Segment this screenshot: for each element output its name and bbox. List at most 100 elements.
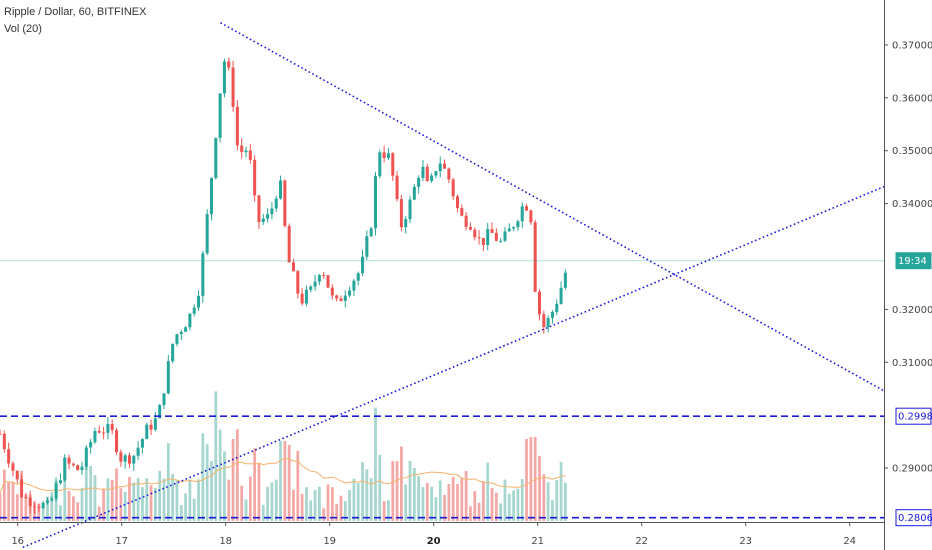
candle-body xyxy=(313,281,317,287)
candle-body xyxy=(304,289,308,304)
candles xyxy=(0,57,567,515)
candle-body xyxy=(15,470,19,480)
candle-body xyxy=(33,506,37,508)
candle-body xyxy=(76,465,80,471)
candle-body xyxy=(356,273,360,281)
volume-bar xyxy=(149,485,153,521)
volume-bar xyxy=(279,441,282,521)
candle-body xyxy=(266,214,270,219)
candle-body xyxy=(37,507,41,509)
candle-body xyxy=(67,457,71,464)
candle-body xyxy=(218,93,222,138)
volume-bar xyxy=(97,506,101,521)
candle-body xyxy=(110,423,114,431)
volume-bar xyxy=(59,505,62,521)
candle-body xyxy=(291,262,295,272)
candle-body xyxy=(503,231,507,241)
candle-body xyxy=(512,227,516,229)
candle-body xyxy=(425,166,429,182)
candle-body xyxy=(145,424,149,440)
volume-bar xyxy=(400,446,403,521)
volume-bar xyxy=(391,461,395,521)
candle-body xyxy=(412,186,416,200)
candle-body xyxy=(395,175,399,200)
trend-line-resistance xyxy=(220,22,885,392)
volume-bar xyxy=(67,490,71,521)
volume-bar xyxy=(210,461,213,521)
volume-bar xyxy=(417,476,421,521)
candle-body xyxy=(140,439,144,448)
volume-bar xyxy=(7,482,11,521)
candle-body xyxy=(41,503,45,508)
candle-body xyxy=(188,313,192,328)
candle-body xyxy=(494,232,498,241)
volume-bar xyxy=(369,478,373,521)
volume-bar xyxy=(184,493,187,521)
volume-bar xyxy=(115,468,118,521)
candle-body xyxy=(525,206,529,211)
volume-bar xyxy=(292,489,295,521)
candle-body xyxy=(119,452,123,462)
volume-bar xyxy=(564,482,567,521)
price-tag-label: 0.28061 xyxy=(898,513,932,524)
candle-body xyxy=(102,432,106,434)
candle-body xyxy=(158,405,162,419)
volume-bar xyxy=(309,500,313,521)
candle-body xyxy=(499,240,503,242)
candle-body xyxy=(369,228,373,237)
volume-bar xyxy=(192,498,196,521)
volume-bar xyxy=(412,468,416,521)
candle-body xyxy=(175,334,179,344)
price-tag-box xyxy=(895,407,932,425)
volume-bar xyxy=(330,487,334,521)
candle-body xyxy=(54,483,58,499)
candle-body xyxy=(11,463,15,471)
candle-body xyxy=(24,497,28,499)
volume-bar xyxy=(80,487,84,521)
x-tick-label: 16 xyxy=(11,536,24,547)
volume-bar xyxy=(0,493,2,521)
candle-body xyxy=(559,287,563,304)
candle-body xyxy=(235,106,239,146)
volume-bar xyxy=(214,391,218,521)
candle-body xyxy=(490,229,494,233)
volume-indicator-label: Vol (20) xyxy=(4,23,42,35)
price-tag: 19:34 xyxy=(895,252,932,270)
candle-body xyxy=(20,479,24,498)
candle-body xyxy=(45,500,49,504)
volume-bar xyxy=(63,461,67,521)
candle-body xyxy=(365,236,369,257)
volume-bar xyxy=(37,503,41,521)
candle-body xyxy=(555,303,559,312)
candle-body xyxy=(71,463,75,466)
volume-bar xyxy=(356,482,360,521)
candle-body xyxy=(309,286,313,290)
volume-bar xyxy=(201,433,205,521)
candle-body xyxy=(132,455,136,464)
volume-bar xyxy=(231,438,235,521)
candle-body xyxy=(274,198,278,209)
volume-bar xyxy=(387,500,390,521)
candle-body xyxy=(50,498,54,501)
volume-bar xyxy=(128,477,131,521)
y-tick-label: 0.29000 xyxy=(892,464,932,475)
volume-bar xyxy=(404,484,408,521)
volume-bar xyxy=(15,494,19,521)
candle-body xyxy=(335,295,339,299)
volume-bar xyxy=(529,437,533,521)
candle-body xyxy=(162,393,166,406)
candle-body xyxy=(97,431,101,433)
volume-bar xyxy=(283,441,287,521)
volume-bar xyxy=(248,476,252,521)
volume-bar xyxy=(235,429,239,521)
volume-bar xyxy=(335,503,339,521)
volume-bar xyxy=(89,466,93,521)
volume-bar xyxy=(551,499,554,521)
candle-body xyxy=(473,229,477,238)
volume-bar xyxy=(313,490,317,521)
volume-bar xyxy=(494,492,498,521)
volume-bar xyxy=(136,478,140,521)
x-tick-label: 19 xyxy=(323,536,336,547)
price-tag-label: 19:34 xyxy=(898,256,927,267)
